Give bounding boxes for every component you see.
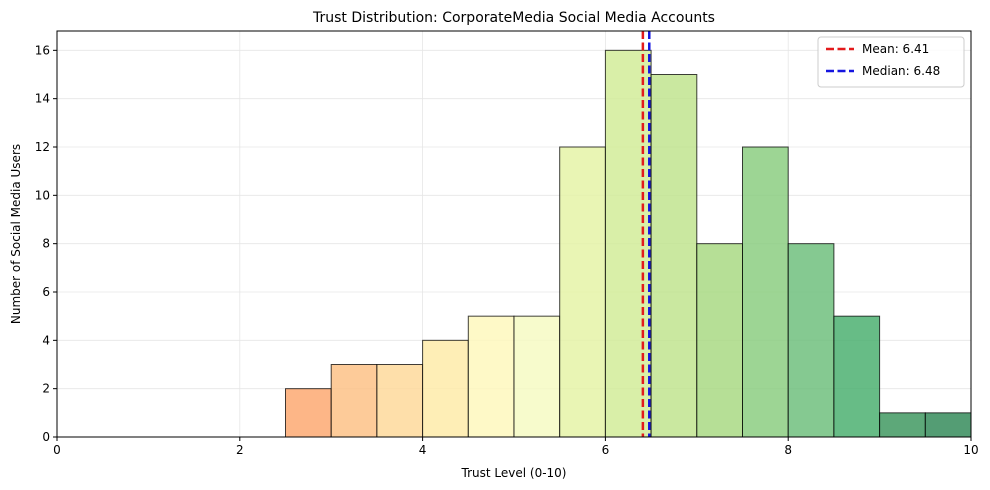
chart-title: Trust Distribution: CorporateMedia Socia… <box>312 10 715 26</box>
y-tick-label: 10 <box>35 188 50 202</box>
y-tick-label: 6 <box>42 285 50 299</box>
legend-box <box>817 36 965 88</box>
legend-label: Median: 6.48 <box>862 64 940 78</box>
x-tick-label: 0 <box>53 443 61 457</box>
histogram-bar <box>513 315 561 438</box>
histogram-bar <box>924 412 972 438</box>
histogram-bar <box>422 339 469 438</box>
legend-label: Mean: 6.41 <box>862 42 929 56</box>
histogram-bar <box>330 364 378 438</box>
y-tick-label: 8 <box>42 237 50 251</box>
histogram-bar <box>604 49 652 438</box>
histogram-bar <box>696 243 743 438</box>
y-tick-label: 0 <box>42 430 50 444</box>
y-tick-label: 12 <box>35 140 50 154</box>
x-tick-label: 10 <box>963 443 978 457</box>
y-axis-ticks: 0 2 4 6 8 10 12 14 16 <box>35 43 57 444</box>
histogram-bar <box>787 243 835 438</box>
histogram-bar <box>742 146 789 438</box>
histogram-bar <box>650 74 698 438</box>
x-tick-label: 6 <box>602 443 610 457</box>
reference-lines-layer <box>641 31 651 437</box>
histogram-bar <box>376 364 424 438</box>
x-tick-label: 2 <box>236 443 244 457</box>
x-axis-ticks: 0 2 4 6 8 10 <box>53 437 979 457</box>
x-axis-label: Trust Level (0-10) <box>461 466 567 480</box>
bars-layer <box>285 49 972 438</box>
histogram-bar <box>833 315 881 438</box>
y-axis-label: Number of Social Media Users <box>9 144 23 324</box>
histogram-bar <box>285 388 332 438</box>
y-tick-label: 16 <box>35 43 50 57</box>
histogram-bar <box>467 315 515 438</box>
x-tick-label: 8 <box>784 443 792 457</box>
y-tick-label: 4 <box>42 333 50 347</box>
histogram-bar <box>879 412 926 438</box>
legend: Mean: 6.41 Median: 6.48 <box>817 36 965 88</box>
y-tick-label: 14 <box>35 92 50 106</box>
histogram-bar <box>559 146 606 438</box>
x-tick-label: 4 <box>419 443 427 457</box>
plot-frame <box>56 30 972 438</box>
y-tick-label: 2 <box>42 382 50 396</box>
